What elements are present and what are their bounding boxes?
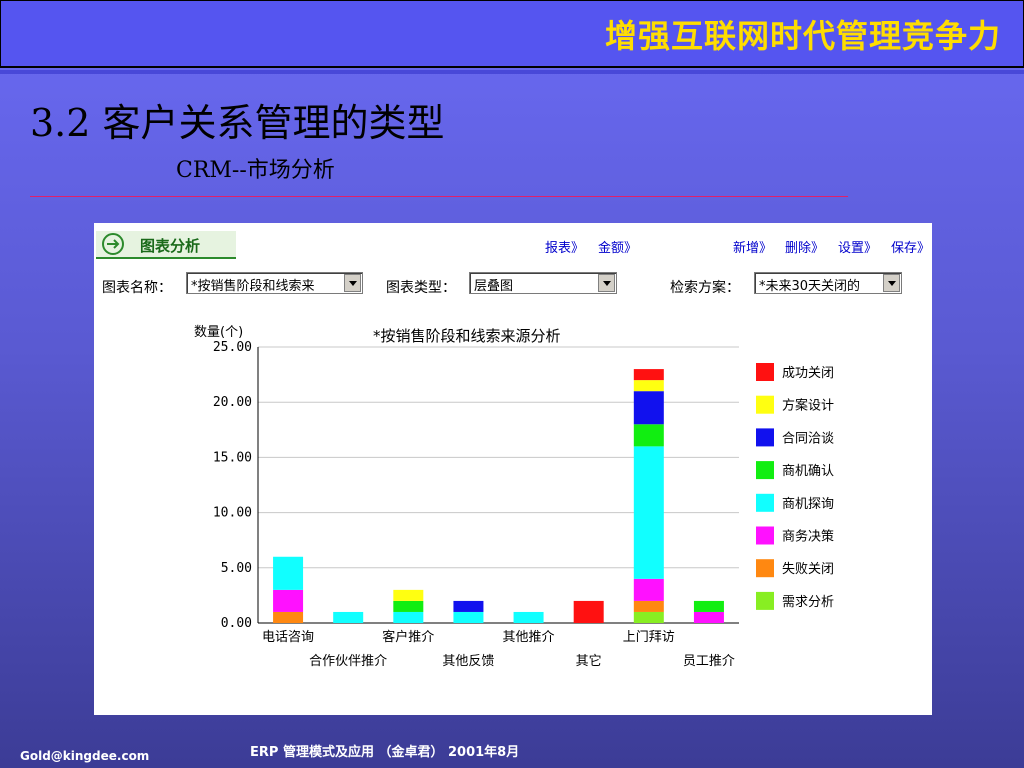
bar-segment [633, 424, 664, 447]
bar-segment [273, 611, 304, 623]
legend-label: 商机确认 [782, 464, 834, 479]
legend-label: 商机探询 [782, 497, 834, 512]
y-tick-label: 10.00 [213, 506, 252, 521]
arrow-right-icon [102, 233, 124, 255]
save-link[interactable]: 保存》 [891, 241, 931, 256]
legend-swatch [756, 428, 774, 447]
legend-swatch [756, 461, 774, 480]
settings-link[interactable]: 设置》 [838, 241, 878, 256]
bar-segment [633, 380, 664, 392]
chart-name-select[interactable]: *按销售阶段和线索来 [186, 272, 363, 294]
legend-label: 商务决策 [782, 529, 834, 545]
delete-link[interactable]: 删除》 [785, 241, 825, 256]
slide-title: 3.2 客户关系管理的类型 [30, 101, 445, 145]
legend-label: 成功关闭 [782, 366, 834, 381]
slide-subtitle: CRM--市场分析 [176, 158, 335, 183]
footer-email: Gold@kingdee.com [20, 749, 150, 763]
bar-segment [273, 589, 304, 612]
bar-segment [693, 611, 724, 623]
footer-caption: ERP 管理模式及应用 （金卓君） 2001年8月 [250, 745, 520, 760]
x-tick-label: 其他反馈 [442, 654, 494, 669]
legend-swatch [756, 526, 774, 545]
y-tick-label: 25.00 [213, 340, 252, 355]
legend-swatch [756, 363, 774, 381]
y-tick-label: 5.00 [221, 561, 252, 576]
chart-name-label: 图表名称： [102, 280, 172, 296]
y-axis-label: 数量(个) [194, 325, 244, 340]
x-tick-label: 员工推介 [683, 654, 735, 669]
chart-type-value: 层叠图 [474, 279, 514, 294]
chart-analysis-panel: 图表分析 报表》 金额》 新增》 删除》 设置》 保存》 图表名称： *按销售阶… [94, 223, 932, 715]
x-tick-label: 客户推介 [382, 629, 434, 645]
bar-segment [393, 589, 424, 601]
dropdown-arrow-icon[interactable] [883, 274, 900, 292]
bar-segment [633, 391, 664, 425]
bar-segment [633, 578, 664, 601]
slide-header-bar: 增强互联网时代管理竞争力 [0, 0, 1024, 68]
search-plan-select[interactable]: *未来30天关闭的 [754, 272, 902, 294]
dropdown-arrow-icon[interactable] [344, 274, 361, 292]
bar-segment [333, 611, 364, 623]
y-tick-label: 0.00 [221, 616, 252, 631]
legend-swatch [756, 591, 774, 610]
bar-segment [633, 446, 664, 579]
bar-segment [453, 611, 484, 623]
x-tick-label: 上门拜访 [623, 630, 675, 645]
chart-type-select[interactable]: 层叠图 [469, 272, 617, 294]
bar-segment [633, 611, 664, 623]
tab-label: 图表分析 [140, 237, 201, 255]
search-plan-value: *未来30天关闭的 [759, 279, 861, 294]
chart-name-value: *按销售阶段和线索来 [191, 279, 315, 294]
chart-type-label: 图表类型： [386, 280, 456, 296]
amount-link[interactable]: 金额》 [598, 241, 638, 256]
legend-label: 需求分析 [782, 595, 834, 610]
title-divider [30, 196, 848, 197]
chart-title: *按销售阶段和线索来源分析 [373, 327, 561, 345]
report-link[interactable]: 报表》 [545, 241, 585, 256]
x-tick-label: 其它 [576, 653, 602, 669]
bar-segment [513, 611, 544, 623]
header-title: 增强互联网时代管理竞争力 [604, 17, 1001, 55]
dropdown-arrow-icon[interactable] [598, 274, 615, 292]
panel-header: 图表分析 报表》 金额》 新增》 删除》 设置》 保存》 [94, 231, 932, 259]
tab-chart-analysis[interactable]: 图表分析 [96, 231, 236, 259]
legend-label: 方案设计 [782, 398, 834, 414]
bar-segment [633, 369, 664, 381]
new-link[interactable]: 新增》 [733, 241, 773, 256]
x-tick-label: 其他推介 [503, 630, 555, 645]
bar-segment [273, 556, 304, 590]
legend-swatch [756, 493, 774, 512]
bar-segment [693, 600, 724, 612]
x-tick-label: 合作伙伴推介 [309, 654, 387, 669]
legend-label: 失败关闭 [782, 562, 834, 577]
bar-segment [393, 611, 424, 623]
y-tick-label: 15.00 [213, 450, 252, 465]
legend-label: 合同洽谈 [782, 431, 834, 446]
bar-segment [393, 600, 424, 612]
bar-segment [453, 600, 484, 612]
x-tick-label: 电话咨询 [262, 630, 314, 645]
y-tick-label: 20.00 [213, 395, 252, 410]
header-band [0, 70, 1024, 74]
search-plan-label: 检索方案： [670, 280, 740, 296]
legend-swatch [756, 395, 774, 414]
legend-swatch [756, 559, 774, 578]
bar-segment [573, 600, 604, 623]
bar-segment [633, 600, 664, 612]
